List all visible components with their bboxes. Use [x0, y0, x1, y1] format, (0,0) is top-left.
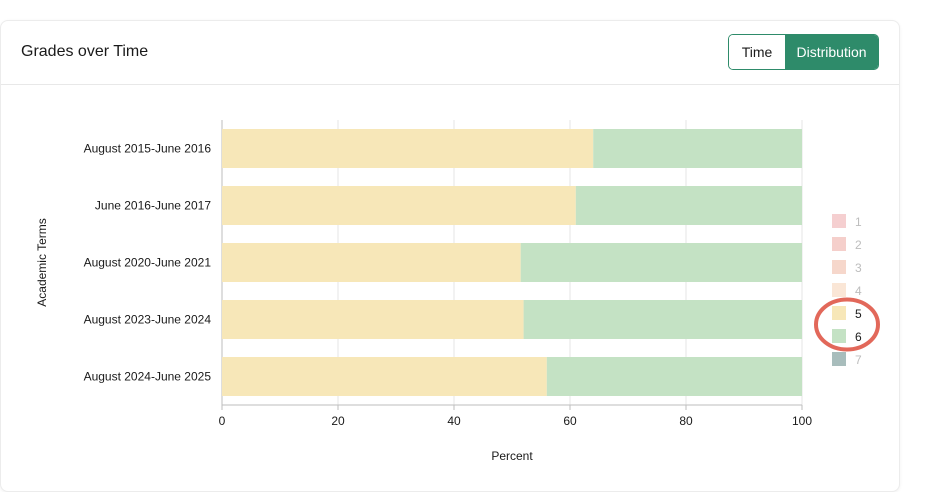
legend-label-7[interactable]: 7: [855, 353, 862, 367]
legend-swatch-5[interactable]: [832, 306, 846, 320]
legend-label-6[interactable]: 6: [855, 330, 862, 344]
legend-swatch-3[interactable]: [832, 260, 846, 274]
bar-5-3[interactable]: [222, 300, 524, 339]
y-tick-label-4: August 2024-June 2025: [84, 370, 212, 384]
legend-swatch-2[interactable]: [832, 237, 846, 251]
x-tick-label-5: 100: [792, 414, 812, 428]
x-axis-title: Percent: [491, 449, 533, 463]
annotation-circle: [814, 297, 880, 352]
legend-label-1[interactable]: 1: [855, 215, 862, 229]
y-tick-label-0: August 2015-June 2016: [84, 142, 212, 156]
x-tick-label-4: 80: [679, 414, 693, 428]
bar-5-2[interactable]: [222, 243, 521, 282]
x-tick-label-0: 0: [219, 414, 226, 428]
legend-label-5[interactable]: 5: [855, 307, 862, 321]
legend-label-4[interactable]: 4: [855, 284, 862, 298]
x-tick-label-3: 60: [563, 414, 577, 428]
y-axis-title: Academic Terms: [35, 218, 49, 306]
bar-6-4[interactable]: [546, 357, 802, 396]
legend-label-3[interactable]: 3: [855, 261, 862, 275]
bar-6-0[interactable]: [593, 129, 802, 168]
y-tick-label-2: August 2020-June 2021: [84, 256, 212, 270]
distribution-toggle-button[interactable]: Distribution: [785, 35, 878, 69]
view-toggle: Time Distribution: [728, 34, 879, 70]
bar-6-3[interactable]: [523, 300, 802, 339]
x-tick-label-2: 40: [447, 414, 461, 428]
legend-swatch-7[interactable]: [832, 352, 846, 366]
y-tick-label-1: June 2016-June 2017: [95, 199, 211, 213]
card-header: Grades over Time Time Distribution: [1, 21, 899, 85]
legend-swatch-1[interactable]: [832, 214, 846, 228]
y-tick-label-3: August 2023-June 2024: [84, 313, 212, 327]
bar-6-1[interactable]: [575, 186, 802, 225]
legend-swatch-4[interactable]: [832, 283, 846, 297]
time-toggle-button[interactable]: Time: [729, 35, 785, 69]
bar-5-4[interactable]: [222, 357, 547, 396]
legend-label-2[interactable]: 2: [855, 238, 862, 252]
bar-5-0[interactable]: [222, 129, 594, 168]
x-tick-label-1: 20: [331, 414, 345, 428]
bar-6-2[interactable]: [520, 243, 802, 282]
legend-swatch-6[interactable]: [832, 329, 846, 343]
card-title: Grades over Time: [21, 43, 149, 60]
bar-5-1[interactable]: [222, 186, 576, 225]
